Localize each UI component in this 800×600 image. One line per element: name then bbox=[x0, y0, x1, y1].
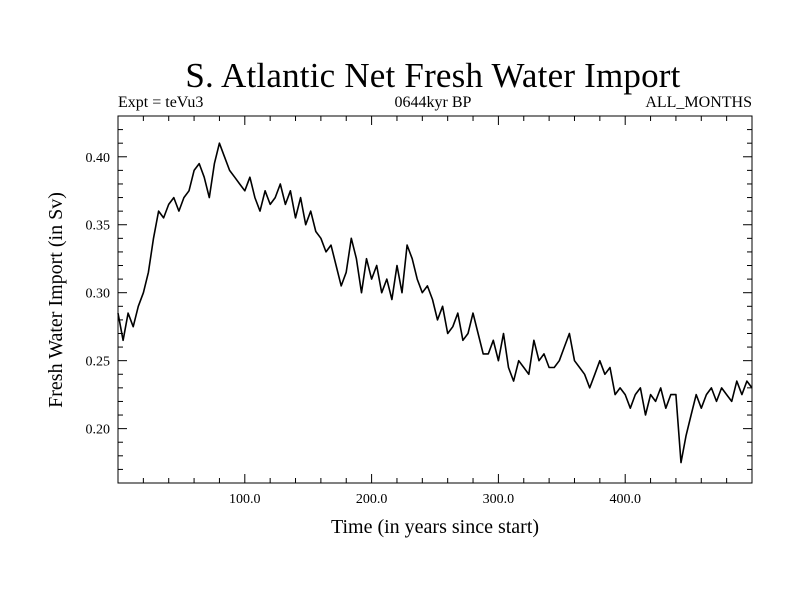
x-tick-label: 100.0 bbox=[229, 492, 261, 507]
y-tick-label: 0.25 bbox=[86, 355, 111, 370]
plot-frame bbox=[117, 115, 753, 484]
experiment-label: Expt = teVu3 bbox=[118, 94, 204, 111]
months-label: ALL_MONTHS bbox=[645, 94, 752, 111]
x-tick-label: 400.0 bbox=[609, 492, 641, 507]
y-tick-label: 0.30 bbox=[86, 287, 111, 302]
period-label: 0644kyr BP bbox=[394, 94, 472, 111]
x-axis-label: Time (in years since start) bbox=[331, 516, 539, 538]
y-tick-label: 0.20 bbox=[86, 423, 111, 438]
y-axis-label: Fresh Water Import (in Sv) bbox=[45, 192, 67, 408]
chart-title: S. Atlantic Net Fresh Water Import bbox=[185, 56, 681, 95]
x-tick-label: 200.0 bbox=[356, 492, 388, 507]
axis-ticks: 100.0 200.0 300.0 400.0 0.20 0.25 0.30 0.35 0.40 bbox=[86, 116, 752, 507]
x-tick-label: 300.0 bbox=[483, 492, 515, 507]
y-tick-label: 0.40 bbox=[86, 151, 111, 166]
y-tick-label: 0.35 bbox=[86, 219, 111, 234]
series-line bbox=[117, 142, 753, 464]
